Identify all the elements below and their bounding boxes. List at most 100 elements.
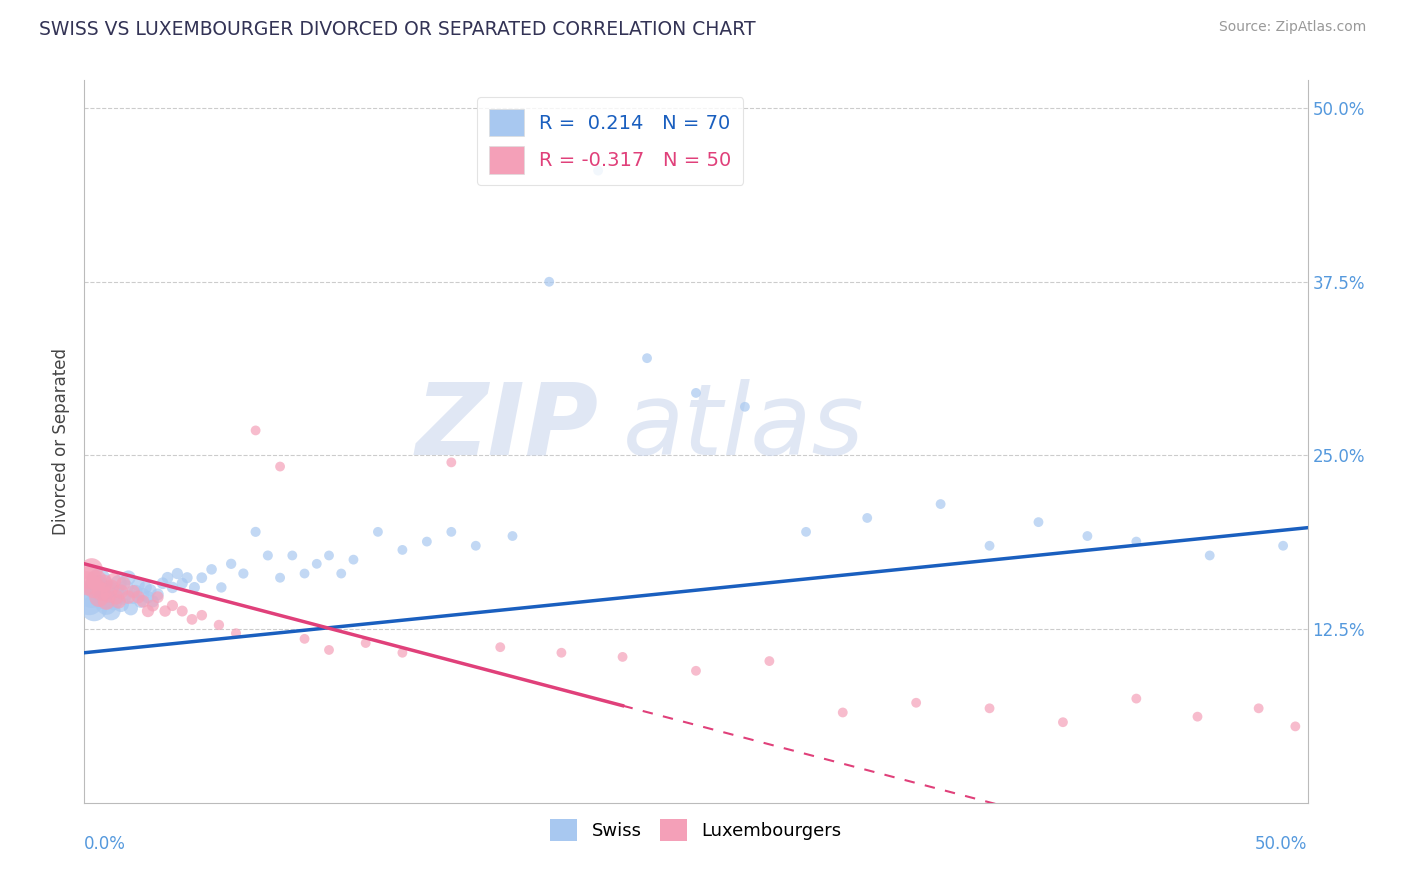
Point <box>929 497 952 511</box>
Point <box>110 597 132 611</box>
Point <box>86 574 108 588</box>
Point <box>794 524 817 539</box>
Point <box>103 574 125 588</box>
Point <box>77 594 100 608</box>
Point <box>76 576 98 591</box>
Point <box>330 566 353 581</box>
Point <box>183 581 205 595</box>
Point <box>550 646 572 660</box>
Point <box>105 587 128 601</box>
Point <box>127 577 149 591</box>
Point <box>166 566 188 581</box>
Point <box>489 640 512 655</box>
Point <box>181 612 204 626</box>
Point <box>464 539 486 553</box>
Point <box>122 584 145 599</box>
Point <box>269 571 291 585</box>
Point <box>136 590 159 604</box>
Y-axis label: Divorced or Separated: Divorced or Separated <box>52 348 70 535</box>
Point <box>117 590 139 604</box>
Point <box>132 594 155 608</box>
Point <box>318 549 340 563</box>
Point <box>110 584 132 599</box>
Point <box>142 599 165 613</box>
Point <box>758 654 780 668</box>
Point <box>100 604 122 618</box>
Point <box>191 608 214 623</box>
Point <box>318 643 340 657</box>
Point <box>77 571 100 585</box>
Point <box>1272 539 1295 553</box>
Point <box>1028 515 1050 529</box>
Point <box>305 557 328 571</box>
Point <box>209 581 232 595</box>
Point <box>83 581 105 595</box>
Point <box>294 566 316 581</box>
Point <box>156 571 179 585</box>
Point <box>112 576 135 591</box>
Point <box>1076 529 1098 543</box>
Point <box>172 576 194 591</box>
Point <box>586 163 609 178</box>
Text: Source: ZipAtlas.com: Source: ZipAtlas.com <box>1219 20 1367 34</box>
Point <box>245 424 267 438</box>
Point <box>90 590 112 604</box>
Point <box>146 590 169 604</box>
Point <box>152 576 174 591</box>
Point <box>80 562 103 576</box>
Point <box>391 646 413 660</box>
Point <box>1125 534 1147 549</box>
Point <box>120 601 142 615</box>
Point <box>83 601 105 615</box>
Point <box>257 549 280 563</box>
Text: 50.0%: 50.0% <box>1256 835 1308 854</box>
Text: atlas: atlas <box>623 378 865 475</box>
Point <box>142 594 165 608</box>
Point <box>96 597 118 611</box>
Point <box>1052 715 1074 730</box>
Point <box>97 587 120 601</box>
Point <box>232 566 254 581</box>
Point <box>856 511 879 525</box>
Point <box>1284 719 1306 733</box>
Point <box>146 587 169 601</box>
Point <box>831 706 853 720</box>
Point <box>80 587 103 601</box>
Point <box>245 524 267 539</box>
Point <box>117 571 139 585</box>
Point <box>153 604 176 618</box>
Point <box>122 590 145 604</box>
Point <box>103 594 125 608</box>
Point <box>87 590 110 604</box>
Point <box>294 632 316 646</box>
Point <box>685 664 707 678</box>
Point <box>191 571 214 585</box>
Legend: Swiss, Luxembourgers: Swiss, Luxembourgers <box>543 812 849 848</box>
Point <box>1247 701 1270 715</box>
Point <box>440 455 463 469</box>
Point <box>100 581 122 595</box>
Point <box>87 574 110 588</box>
Point <box>269 459 291 474</box>
Point <box>208 618 231 632</box>
Point <box>107 594 129 608</box>
Point <box>979 701 1001 715</box>
Point <box>135 581 157 595</box>
Point <box>97 583 120 598</box>
Point <box>200 562 222 576</box>
Point <box>636 351 658 366</box>
Point <box>86 581 108 595</box>
Point <box>391 542 413 557</box>
Point <box>97 591 120 606</box>
Point <box>162 599 184 613</box>
Point <box>112 590 135 604</box>
Point <box>90 584 112 599</box>
Text: SWISS VS LUXEMBOURGER DIVORCED OR SEPARATED CORRELATION CHART: SWISS VS LUXEMBOURGER DIVORCED OR SEPARA… <box>39 20 756 38</box>
Point <box>132 587 155 601</box>
Point <box>176 571 198 585</box>
Point <box>125 584 148 599</box>
Point <box>342 552 364 566</box>
Point <box>612 649 634 664</box>
Point <box>162 581 184 595</box>
Point <box>1198 549 1220 563</box>
